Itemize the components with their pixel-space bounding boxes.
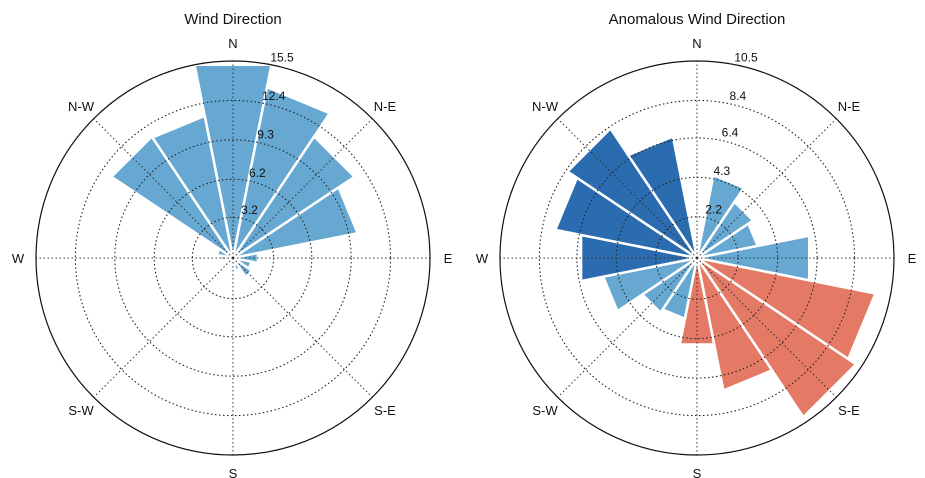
grid-spoke (93, 118, 234, 259)
direction-label-s-w: S-W (68, 403, 94, 418)
grid-ring (74, 99, 392, 417)
grid-spoke (557, 118, 698, 259)
radial-tick-label: 10.5 (734, 50, 758, 64)
direction-label-e: E (908, 251, 917, 266)
radial-tick-label: 6.2 (249, 166, 266, 180)
direction-label-n: N (228, 36, 237, 51)
grid-ring (153, 178, 313, 338)
direction-label-s-e: S-E (374, 403, 396, 418)
radial-tick-label: 9.3 (257, 127, 274, 141)
grid-spoke (696, 257, 837, 398)
grid-spoke (557, 257, 698, 398)
direction-label-s-e: S-E (838, 403, 860, 418)
direction-label-s-w: S-W (532, 403, 558, 418)
polar-grid (500, 61, 894, 455)
direction-label-e: E (444, 251, 453, 266)
chart-title: Wind Direction (184, 11, 282, 28)
direction-label-n-e: N-E (374, 99, 397, 114)
grid-spoke (696, 118, 837, 259)
direction-label-s: S (229, 466, 238, 478)
bar-337.5deg (150, 114, 235, 259)
direction-label-w: W (12, 251, 25, 266)
direction-label-n: N (692, 36, 701, 51)
direction-label-w: W (476, 251, 489, 266)
chart-title: Anomalous Wind Direction (609, 11, 786, 28)
wind-direction-panel: Wind Direction 3.2 6.2 9.3 12.4 15.5 N N-E E S-E… (12, 11, 453, 478)
direction-label-n-w: N-W (532, 99, 559, 114)
bar-67.5deg (232, 185, 360, 260)
anomalous-wind-direction-panel: Anomalous Wind Direction 2.2 4.3 6.4 8.4 10.… (476, 11, 917, 478)
radial-tick-label: 6.4 (722, 126, 739, 140)
grid-spoke (93, 257, 234, 398)
outer-boundary (499, 60, 895, 456)
radial-tick-label: 12.4 (262, 89, 286, 103)
radial-tick-label: 3.2 (241, 203, 258, 217)
bars (109, 63, 360, 279)
bar-337.5deg (626, 134, 699, 259)
radial-tick-label: 15.5 (270, 50, 294, 64)
grid-spoke (232, 257, 373, 398)
radial-tick-label: 2.2 (705, 203, 722, 217)
grid-ring (114, 139, 352, 377)
outer-boundary (35, 60, 431, 456)
radial-tick-label: 8.4 (729, 89, 746, 103)
direction-label-n-e: N-E (838, 99, 861, 114)
grid-ring (538, 99, 856, 417)
radial-tick-label: 4.3 (713, 164, 730, 178)
direction-label-s: S (693, 466, 702, 478)
grid-spoke (232, 118, 373, 259)
polar-grid (36, 61, 430, 455)
direction-label-n-w: N-W (68, 99, 95, 114)
